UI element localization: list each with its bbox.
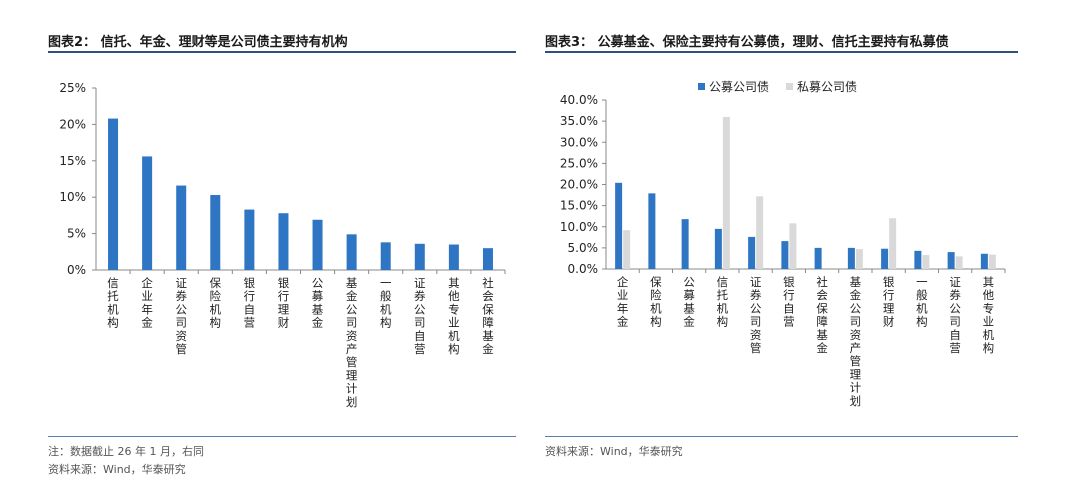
right-source: 资料来源：Wind，华泰研究 bbox=[545, 445, 683, 458]
right-y-tick-label: 20.0% bbox=[560, 178, 598, 192]
right-bar-public bbox=[980, 253, 988, 269]
left-bottom-rule bbox=[48, 436, 516, 437]
right-legend-swatch bbox=[698, 83, 705, 90]
left-bar bbox=[448, 244, 459, 270]
right-category-label: 社会保障基金 bbox=[816, 275, 828, 355]
right-bar-public bbox=[615, 182, 623, 269]
right-legend-swatch bbox=[786, 83, 793, 90]
right-y-tick-label: 35.0% bbox=[560, 114, 598, 128]
right-bar-public bbox=[714, 228, 722, 269]
left-category-label: 公募基金 bbox=[312, 276, 324, 330]
left-bar bbox=[244, 209, 255, 270]
left-category-label: 银行理财 bbox=[278, 276, 290, 330]
left-y-tick-label: 15% bbox=[59, 154, 86, 168]
left-bar bbox=[142, 156, 153, 270]
left-category-label: 基金公司资产管理计划 bbox=[346, 276, 358, 409]
right-category-label: 基金公司资产管理计划 bbox=[850, 275, 862, 408]
left-chart-title: 图表2： 信托、年金、理财等是公司债主要持有机构 bbox=[48, 35, 348, 50]
right-bar-chart: 0.0% 5.0% 10.0% 15.0% 20.0% 25.0% 30.0% 35.0% 40… bbox=[560, 80, 1006, 408]
right-bar-public bbox=[648, 193, 656, 269]
right-bar-private bbox=[789, 223, 797, 269]
right-bar-private bbox=[889, 218, 897, 269]
right-category-label: 证券公司自营 bbox=[949, 275, 961, 355]
right-legend-label: 公募公司债 bbox=[709, 80, 769, 94]
right-chart-panel: 图表3： 公募基金、保险主要持有公募债，理财、信托主要持有私募债 0.0% 5.0… bbox=[540, 0, 1080, 494]
right-y-tick-label: 5.0% bbox=[568, 241, 599, 255]
right-bar-public bbox=[947, 252, 955, 269]
right-y-tick-label: 10.0% bbox=[560, 220, 598, 234]
left-bar bbox=[210, 195, 221, 270]
right-bar-private bbox=[623, 230, 631, 269]
right-bar-private bbox=[756, 196, 764, 269]
left-bar bbox=[108, 118, 119, 271]
right-bar-private bbox=[722, 116, 730, 270]
right-category-label: 银行理财 bbox=[883, 275, 895, 329]
left-category-label: 企业年金 bbox=[141, 276, 153, 330]
right-bar-private bbox=[988, 254, 996, 269]
left-category-label: 其他专业机构 bbox=[448, 276, 460, 356]
right-bar-public bbox=[748, 236, 756, 269]
left-bar bbox=[380, 242, 391, 270]
left-bar bbox=[414, 243, 425, 270]
left-bar bbox=[346, 234, 357, 270]
left-category-label: 保险机构 bbox=[210, 276, 222, 330]
right-bar-public bbox=[847, 247, 855, 269]
left-bar bbox=[176, 185, 187, 270]
right-category-label: 保险机构 bbox=[650, 275, 662, 329]
right-category-label: 一般机构 bbox=[916, 275, 928, 329]
left-y-tick-label: 5% bbox=[67, 227, 86, 241]
right-bar-private bbox=[855, 249, 863, 269]
left-category-label: 信托机构 bbox=[107, 276, 119, 330]
left-chart-panel: 图表2： 信托、年金、理财等是公司债主要持有机构 0% 5% 10% 15% 20% 25… bbox=[48, 35, 516, 476]
right-bar-public bbox=[881, 248, 889, 269]
left-bar-chart: 0% 5% 10% 15% 20% 25% 信托机构 企业年金 证券公司资管 保险机构 银行自营 银行… bbox=[59, 81, 506, 409]
right-bar-public bbox=[781, 241, 789, 269]
right-bar-public bbox=[814, 247, 822, 269]
left-category-label: 证券公司自营 bbox=[414, 276, 426, 356]
right-category-label: 银行自营 bbox=[783, 275, 795, 329]
left-category-label: 一般机构 bbox=[380, 276, 392, 330]
right-y-tick-label: 40.0% bbox=[560, 93, 598, 107]
left-category-label: 银行自营 bbox=[244, 276, 256, 330]
right-title-rule bbox=[545, 51, 1018, 53]
left-category-label: 社会保障基金 bbox=[482, 276, 494, 356]
right-y-tick-label: 0.0% bbox=[568, 262, 599, 276]
right-category-label: 其他专业机构 bbox=[983, 275, 995, 355]
left-bar bbox=[482, 248, 493, 270]
right-legend-label: 私募公司债 bbox=[797, 80, 857, 94]
right-bottom-rule bbox=[545, 436, 1018, 437]
right-y-tick-label: 15.0% bbox=[560, 199, 598, 213]
left-note: 注：数据截止 26 年 1 月，右同 bbox=[48, 445, 204, 458]
right-category-label: 企业年金 bbox=[617, 275, 629, 329]
left-y-tick-label: 20% bbox=[59, 117, 86, 131]
left-y-tick-label: 0% bbox=[67, 263, 86, 277]
right-bar-private bbox=[922, 255, 930, 269]
right-bar-public bbox=[681, 219, 689, 269]
left-y-tick-label: 25% bbox=[59, 81, 86, 95]
right-y-tick-label: 30.0% bbox=[560, 135, 598, 149]
left-bar bbox=[312, 219, 323, 270]
left-y-tick-label: 10% bbox=[59, 190, 86, 204]
right-category-label: 信托机构 bbox=[717, 275, 729, 329]
left-title-rule bbox=[48, 51, 516, 53]
right-bar-public bbox=[914, 250, 922, 269]
left-bar bbox=[278, 213, 289, 270]
left-source: 资料来源：Wind，华泰研究 bbox=[48, 463, 186, 476]
right-bar-private bbox=[955, 256, 963, 269]
right-y-tick-label: 25.0% bbox=[560, 156, 598, 170]
left-category-label: 证券公司资管 bbox=[175, 276, 187, 356]
right-category-label: 证券公司资管 bbox=[750, 275, 762, 355]
right-chart-title: 图表3： 公募基金、保险主要持有公募债，理财、信托主要持有私募债 bbox=[545, 35, 949, 50]
right-category-label: 公募基金 bbox=[683, 275, 695, 329]
